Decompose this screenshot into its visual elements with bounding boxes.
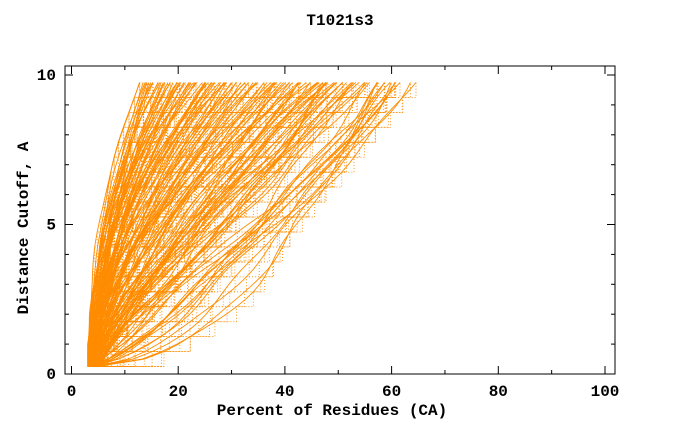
model-curve	[90, 82, 299, 367]
model-curve	[91, 82, 411, 367]
model-curve-steps	[90, 82, 186, 367]
model-curve	[94, 82, 368, 367]
model-curve-steps	[93, 82, 198, 367]
model-curve-steps	[99, 82, 166, 367]
curves-group	[87, 82, 417, 367]
y-tick-label: 10	[37, 67, 56, 85]
model-curve-steps	[98, 82, 265, 367]
model-curve-steps	[100, 82, 238, 367]
model-curve	[90, 82, 329, 367]
model-curve	[95, 82, 327, 367]
x-tick-label: 100	[591, 383, 620, 401]
model-curve-steps	[95, 82, 417, 367]
axes-group	[64, 65, 616, 375]
model-curve-steps	[97, 82, 386, 367]
model-curve-steps	[90, 82, 171, 367]
model-curve-steps	[93, 82, 195, 367]
model-curve-steps	[89, 82, 141, 367]
model-curve-steps	[88, 82, 357, 367]
model-curve	[87, 82, 233, 367]
model-curve-steps	[87, 82, 234, 367]
model-curve-steps	[96, 82, 178, 367]
model-curve-steps	[91, 82, 401, 367]
model-curve	[89, 82, 257, 367]
model-curve	[88, 82, 161, 367]
model-curve-steps	[87, 82, 268, 367]
model-curve	[90, 82, 401, 367]
x-tick-label: 60	[382, 383, 401, 401]
model-curve-steps	[88, 82, 161, 367]
model-curve	[95, 82, 290, 367]
model-curve	[95, 82, 360, 367]
model-curve	[93, 82, 392, 367]
model-curve	[96, 82, 385, 367]
y-tick-label: 5	[46, 217, 56, 235]
model-curve-steps	[94, 82, 191, 367]
model-curve	[87, 82, 378, 367]
x-tick-label: 80	[489, 383, 508, 401]
model-curve-steps	[97, 82, 257, 367]
model-curve-steps	[91, 82, 209, 367]
model-curve	[91, 82, 370, 367]
plot-frame	[64, 65, 616, 375]
model-curve	[95, 82, 207, 367]
model-curve	[87, 82, 338, 367]
model-curve	[93, 82, 290, 367]
model-curve	[96, 82, 396, 367]
model-curve-steps	[93, 82, 392, 367]
model-curve-steps	[92, 82, 396, 367]
model-curve	[97, 82, 397, 367]
model-curve	[87, 82, 278, 367]
x-tick-label: 40	[275, 383, 294, 401]
model-curve-steps	[87, 82, 140, 367]
x-tick-label: 0	[67, 383, 77, 401]
model-curve	[90, 82, 171, 367]
model-curve-steps	[98, 82, 249, 367]
x-axis-title: Percent of Residues (CA)	[216, 402, 448, 420]
model-curve	[92, 82, 180, 367]
y-tick-label: 0	[46, 366, 56, 384]
model-curve	[95, 82, 378, 367]
model-curve	[95, 82, 274, 367]
tick-labels-group: 0 20 40 60 80 100 0 5 10	[37, 67, 620, 401]
model-curve-steps	[95, 82, 311, 367]
model-curve	[93, 82, 335, 367]
model-curve	[93, 82, 194, 367]
model-curve	[89, 82, 225, 367]
chart-title: T1021s3	[306, 12, 374, 30]
model-curve	[87, 82, 327, 367]
model-curve-steps	[94, 82, 291, 367]
model-curve-steps	[89, 82, 212, 367]
x-tick-label: 20	[169, 383, 188, 401]
model-curve-steps	[94, 82, 159, 367]
model-curve	[91, 82, 227, 367]
model-curve	[87, 82, 391, 367]
model-curve-steps	[93, 82, 203, 367]
model-curve-steps	[87, 82, 391, 367]
